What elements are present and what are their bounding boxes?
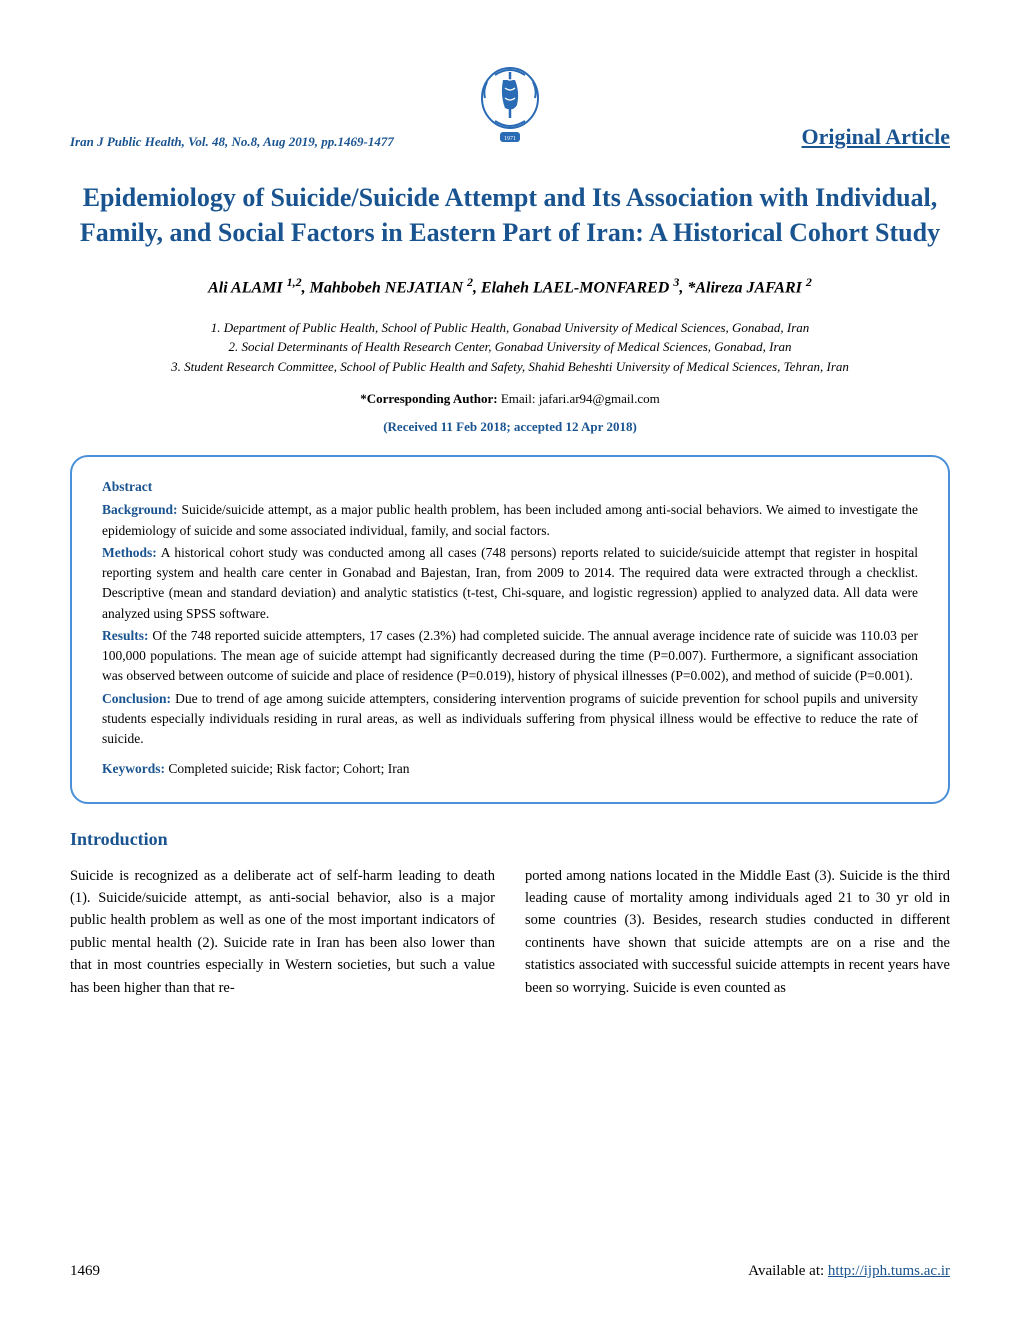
background-text: Suicide/suicide attempt, as a major publ… bbox=[102, 502, 918, 537]
available-label: Available at: bbox=[748, 1263, 828, 1279]
abstract-conclusion: Conclusion: Due to trend of age among su… bbox=[102, 689, 918, 750]
abstract-background: Background: Suicide/suicide attempt, as … bbox=[102, 500, 918, 541]
corresponding-label: *Corresponding Author: bbox=[360, 391, 497, 406]
methods-label: Methods: bbox=[102, 545, 157, 560]
affiliation-1: 1. Department of Public Health, School o… bbox=[70, 318, 950, 338]
abstract-heading: Abstract bbox=[102, 477, 918, 497]
body-column-left: Suicide is recognized as a deliberate ac… bbox=[70, 865, 495, 1000]
abstract-results: Results: Of the 748 reported suicide att… bbox=[102, 626, 918, 687]
corresponding-email: Email: jafari.ar94@gmail.com bbox=[498, 391, 660, 406]
article-dates: (Received 11 Feb 2018; accepted 12 Apr 2… bbox=[70, 419, 950, 435]
results-label: Results: bbox=[102, 628, 149, 643]
background-label: Background: bbox=[102, 502, 178, 517]
journal-url-link[interactable]: http://ijph.tums.ac.ir bbox=[828, 1263, 950, 1279]
methods-text: A historical cohort study was conducted … bbox=[102, 545, 918, 621]
conclusion-label: Conclusion: bbox=[102, 691, 171, 706]
keywords-label: Keywords: bbox=[102, 761, 165, 776]
affiliation-2: 2. Social Determinants of Health Researc… bbox=[70, 337, 950, 357]
affiliation-3: 3. Student Research Committee, School of… bbox=[70, 357, 950, 377]
article-type: Original Article bbox=[565, 124, 950, 150]
abstract-keywords: Keywords: Completed suicide; Risk factor… bbox=[102, 759, 918, 779]
logo-container: 1971 bbox=[475, 60, 545, 150]
introduction-heading: Introduction bbox=[70, 829, 950, 850]
authors-line: Ali ALAMI 1,2, Mahbobeh NEJATIAN 2, Elah… bbox=[70, 275, 950, 297]
svg-text:1971: 1971 bbox=[504, 136, 516, 142]
affiliations: 1. Department of Public Health, School o… bbox=[70, 318, 950, 377]
footer: 1469 Available at: http://ijph.tums.ac.i… bbox=[70, 1263, 950, 1280]
body-columns: Suicide is recognized as a deliberate ac… bbox=[70, 865, 950, 1000]
journal-logo-icon: 1971 bbox=[475, 60, 545, 150]
keywords-text: Completed suicide; Risk factor; Cohort; … bbox=[165, 761, 409, 776]
conclusion-text: Due to trend of age among suicide attemp… bbox=[102, 691, 918, 747]
abstract-box: Abstract Background: Suicide/suicide att… bbox=[70, 455, 950, 804]
body-column-right: ported among nations located in the Midd… bbox=[525, 865, 950, 1000]
article-title: Epidemiology of Suicide/Suicide Attempt … bbox=[70, 180, 950, 250]
abstract-methods: Methods: A historical cohort study was c… bbox=[102, 543, 918, 624]
header-row: Iran J Public Health, Vol. 48, No.8, Aug… bbox=[70, 60, 950, 150]
footer-available: Available at: http://ijph.tums.ac.ir bbox=[748, 1263, 950, 1280]
results-text: Of the 748 reported suicide attempters, … bbox=[102, 628, 918, 684]
corresponding-author: *Corresponding Author: Email: jafari.ar9… bbox=[70, 391, 950, 407]
journal-info: Iran J Public Health, Vol. 48, No.8, Aug… bbox=[70, 134, 455, 150]
page-number: 1469 bbox=[70, 1263, 100, 1280]
